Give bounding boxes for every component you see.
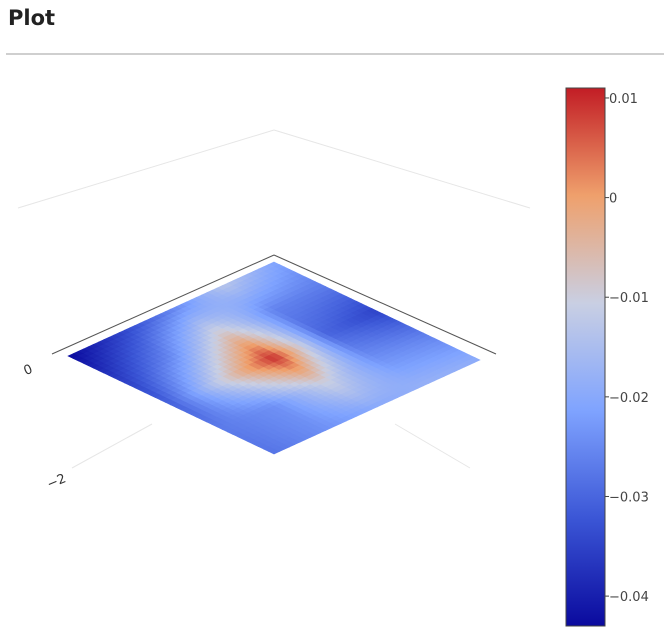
box-edge-floor-right: [273, 254, 497, 355]
grid-line-y: [71, 423, 153, 469]
grid-line-x: [394, 423, 471, 469]
box-edge-back-right: [273, 129, 531, 209]
axis-tick-label-1: −2: [45, 471, 68, 492]
surface[interactable]: [67, 261, 481, 455]
box-edge-floor-left: [51, 254, 275, 355]
colorbar-tick-label: 0.01: [609, 92, 638, 107]
box-edge-back-left: [17, 129, 275, 209]
page-title: Plot: [8, 6, 56, 30]
colorbar-tick-label: −0.01: [609, 291, 649, 306]
axis-ticks: 0 −2: [22, 362, 69, 493]
colorbar-tick-label: −0.02: [609, 391, 649, 406]
surface-cell: [268, 448, 280, 455]
colorbar-ticks: 0.01 0 −0.01 −0.02 −0.03 −0.04: [605, 92, 649, 605]
colorbar-tick-label: −0.03: [609, 490, 649, 505]
colorbar-gradient: [565, 87, 606, 627]
scene-box: [17, 129, 531, 469]
colorbar-tick-label: −0.04: [609, 590, 649, 605]
colorbar: 0.01 0 −0.01 −0.02 −0.03 −0.04: [565, 87, 649, 627]
axis-tick-label-0: 0: [22, 362, 35, 379]
title-divider: [6, 53, 664, 55]
colorbar-tick-label: 0: [609, 192, 617, 207]
